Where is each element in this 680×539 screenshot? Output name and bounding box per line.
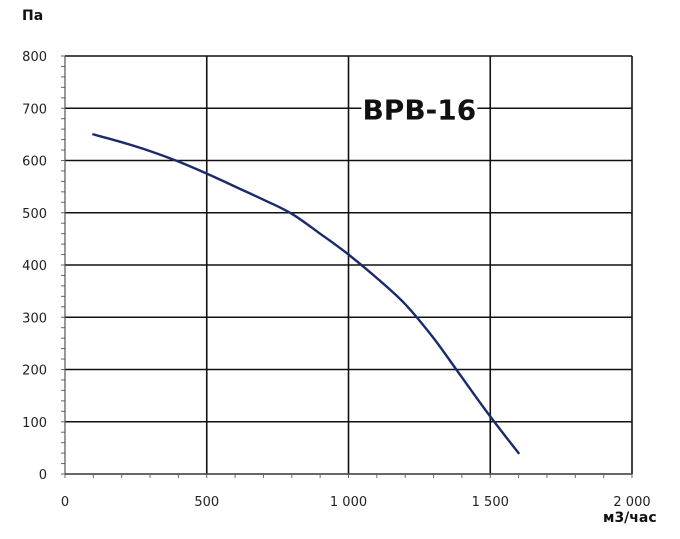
axes <box>64 56 632 475</box>
x-axis-label: м3/час <box>603 510 657 526</box>
x-tick-label: 0 <box>61 495 69 510</box>
chart-title: BPB-16 <box>362 93 476 126</box>
x-tick-label: 500 <box>194 495 219 510</box>
x-tick-label: 1 000 <box>330 495 367 510</box>
x-tick-label: 1 500 <box>472 495 509 510</box>
grid <box>65 55 633 475</box>
y-tick-label: 600 <box>22 155 47 170</box>
x-tick-label: 2 000 <box>613 495 650 510</box>
y-tick-label: 200 <box>22 364 47 379</box>
minor-ticks <box>61 55 633 478</box>
tick-labels: 0 100 200 300 400 500 600 700 800 0 500 1 000 1 500 2… <box>22 50 650 510</box>
title-background <box>361 91 478 128</box>
y-tick-label: 0 <box>39 468 47 483</box>
y-tick-label: 300 <box>22 311 47 326</box>
series-line <box>92 133 520 455</box>
y-tick-label: 700 <box>22 102 47 117</box>
y-axis-label: Па <box>22 8 43 24</box>
series <box>92 133 520 455</box>
y-tick-label: 100 <box>22 416 47 431</box>
y-tick-label: 800 <box>22 50 47 65</box>
title-backdrop <box>361 91 478 128</box>
y-tick-label: 400 <box>22 259 47 274</box>
y-tick-label: 500 <box>22 207 47 222</box>
